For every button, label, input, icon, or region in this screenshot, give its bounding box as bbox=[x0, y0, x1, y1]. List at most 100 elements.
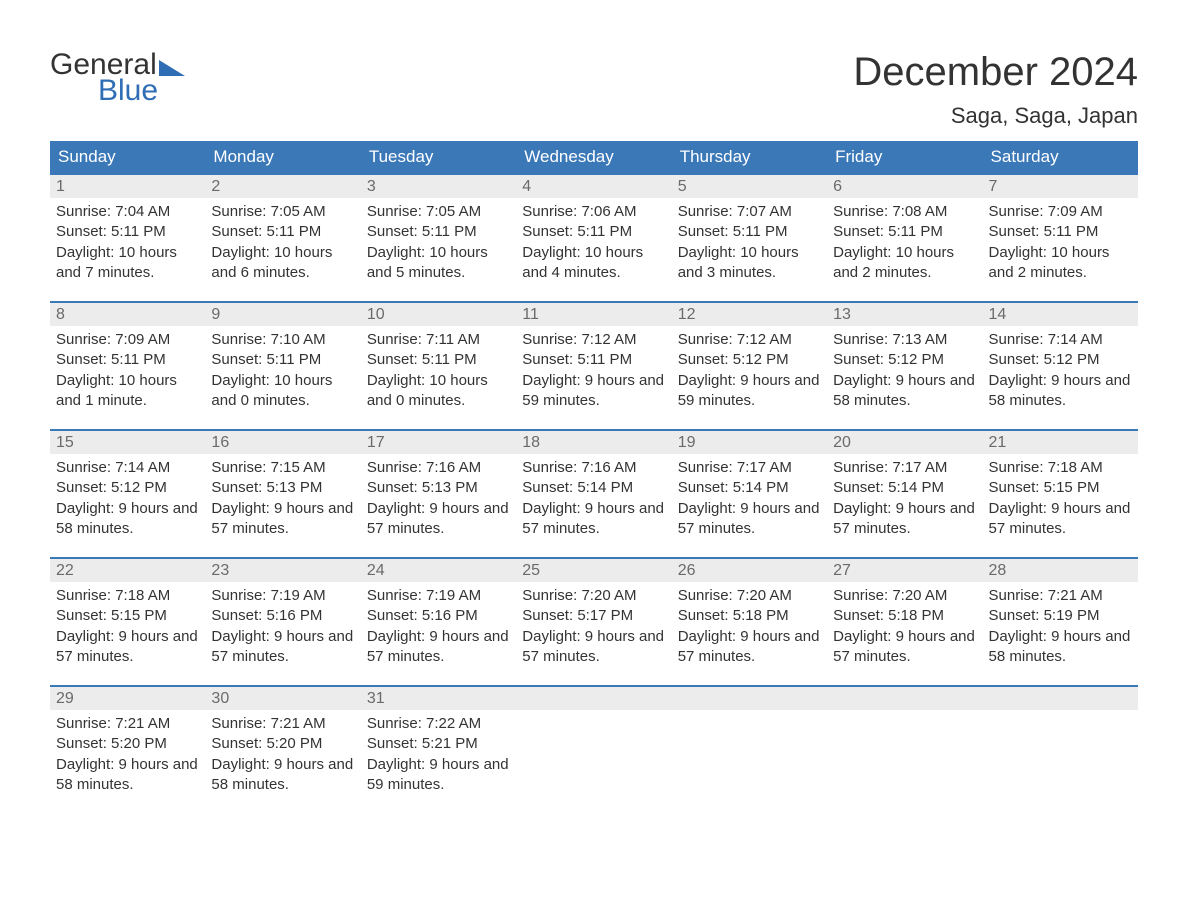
calendar-cell: 24Sunrise: 7:19 AMSunset: 5:16 PMDayligh… bbox=[361, 557, 516, 685]
day-details: Sunrise: 7:19 AMSunset: 5:16 PMDaylight:… bbox=[205, 582, 360, 675]
sunset-line: Sunset: 5:11 PM bbox=[522, 350, 665, 370]
calendar-cell: 9 Sunrise: 7:10 AMSunset: 5:11 PMDaylight… bbox=[205, 301, 360, 429]
calendar-cell: 2Sunrise: 7:05 AMSunset: 5:11 PMDaylight… bbox=[205, 173, 360, 301]
sunset-line: Sunset: 5:12 PM bbox=[678, 350, 821, 370]
daylight-line: Daylight: 10 hours and 1 minute. bbox=[56, 371, 199, 412]
daylight-line: Daylight: 9 hours and 57 minutes. bbox=[367, 499, 510, 540]
sunset-line: Sunset: 5:14 PM bbox=[678, 478, 821, 498]
day-number: 17 bbox=[361, 431, 516, 454]
day-details: Sunrise: 7:21 AMSunset: 5:20 PMDaylight:… bbox=[50, 710, 205, 803]
sunset-line: Sunset: 5:19 PM bbox=[989, 606, 1132, 626]
daylight-line: Daylight: 9 hours and 57 minutes. bbox=[989, 499, 1132, 540]
daylight-line: Daylight: 9 hours and 57 minutes. bbox=[833, 499, 976, 540]
sunset-line: Sunset: 5:17 PM bbox=[522, 606, 665, 626]
day-details: Sunrise: 7:13 AMSunset: 5:12 PMDaylight:… bbox=[827, 326, 982, 419]
day-number bbox=[516, 687, 671, 710]
day-details: Sunrise: 7:11 AMSunset: 5:11 PMDaylight:… bbox=[361, 326, 516, 419]
daylight-line: Daylight: 10 hours and 0 minutes. bbox=[211, 371, 354, 412]
day-number: 25 bbox=[516, 559, 671, 582]
calendar-cell: 28Sunrise: 7:21 AMSunset: 5:19 PMDayligh… bbox=[983, 557, 1138, 685]
daylight-line: Daylight: 9 hours and 57 minutes. bbox=[211, 499, 354, 540]
daylight-line: Daylight: 10 hours and 7 minutes. bbox=[56, 243, 199, 284]
calendar-page: General Blue December 2024 Saga, Saga, J… bbox=[0, 0, 1188, 863]
day-number: 13 bbox=[827, 303, 982, 326]
sunset-line: Sunset: 5:11 PM bbox=[678, 222, 821, 242]
sunset-line: Sunset: 5:14 PM bbox=[833, 478, 976, 498]
day-details: Sunrise: 7:08 AMSunset: 5:11 PMDaylight:… bbox=[827, 198, 982, 291]
sunset-line: Sunset: 5:14 PM bbox=[522, 478, 665, 498]
sunset-line: Sunset: 5:12 PM bbox=[989, 350, 1132, 370]
sunrise-line: Sunrise: 7:13 AM bbox=[833, 330, 976, 350]
sunset-line: Sunset: 5:16 PM bbox=[211, 606, 354, 626]
brand-word-2: Blue bbox=[98, 76, 185, 106]
sunrise-line: Sunrise: 7:22 AM bbox=[367, 714, 510, 734]
calendar-cell bbox=[983, 685, 1138, 813]
day-number bbox=[672, 687, 827, 710]
daylight-line: Daylight: 9 hours and 57 minutes. bbox=[522, 499, 665, 540]
sunrise-line: Sunrise: 7:12 AM bbox=[522, 330, 665, 350]
sunrise-line: Sunrise: 7:21 AM bbox=[211, 714, 354, 734]
calendar-cell: 26Sunrise: 7:20 AMSunset: 5:18 PMDayligh… bbox=[672, 557, 827, 685]
sunrise-line: Sunrise: 7:09 AM bbox=[56, 330, 199, 350]
sunset-line: Sunset: 5:18 PM bbox=[678, 606, 821, 626]
sunrise-line: Sunrise: 7:21 AM bbox=[56, 714, 199, 734]
day-number: 22 bbox=[50, 559, 205, 582]
daylight-line: Daylight: 9 hours and 59 minutes. bbox=[522, 371, 665, 412]
daylight-line: Daylight: 10 hours and 6 minutes. bbox=[211, 243, 354, 284]
day-number: 2 bbox=[205, 175, 360, 198]
sunrise-line: Sunrise: 7:10 AM bbox=[211, 330, 354, 350]
calendar-cell: 30Sunrise: 7:21 AMSunset: 5:20 PMDayligh… bbox=[205, 685, 360, 813]
sunset-line: Sunset: 5:13 PM bbox=[211, 478, 354, 498]
weekday-header: Monday bbox=[205, 141, 360, 173]
sunset-line: Sunset: 5:15 PM bbox=[56, 606, 199, 626]
day-details: Sunrise: 7:17 AMSunset: 5:14 PMDaylight:… bbox=[827, 454, 982, 547]
sunrise-line: Sunrise: 7:19 AM bbox=[367, 586, 510, 606]
sunset-line: Sunset: 5:11 PM bbox=[211, 350, 354, 370]
day-details: Sunrise: 7:20 AMSunset: 5:18 PMDaylight:… bbox=[827, 582, 982, 675]
sunrise-line: Sunrise: 7:21 AM bbox=[989, 586, 1132, 606]
calendar-cell: 12Sunrise: 7:12 AMSunset: 5:12 PMDayligh… bbox=[672, 301, 827, 429]
daylight-line: Daylight: 9 hours and 58 minutes. bbox=[989, 627, 1132, 668]
sunrise-line: Sunrise: 7:14 AM bbox=[56, 458, 199, 478]
day-number: 23 bbox=[205, 559, 360, 582]
day-number: 9 bbox=[205, 303, 360, 326]
sunrise-line: Sunrise: 7:09 AM bbox=[989, 202, 1132, 222]
day-details: Sunrise: 7:18 AMSunset: 5:15 PMDaylight:… bbox=[50, 582, 205, 675]
calendar-cell: 16Sunrise: 7:15 AMSunset: 5:13 PMDayligh… bbox=[205, 429, 360, 557]
day-number: 7 bbox=[983, 175, 1138, 198]
daylight-line: Daylight: 9 hours and 57 minutes. bbox=[367, 627, 510, 668]
day-number: 10 bbox=[361, 303, 516, 326]
page-header: General Blue December 2024 Saga, Saga, J… bbox=[50, 50, 1138, 129]
daylight-line: Daylight: 9 hours and 57 minutes. bbox=[56, 627, 199, 668]
sunrise-line: Sunrise: 7:12 AM bbox=[678, 330, 821, 350]
weekday-header: Sunday bbox=[50, 141, 205, 173]
day-number: 30 bbox=[205, 687, 360, 710]
daylight-line: Daylight: 9 hours and 58 minutes. bbox=[56, 499, 199, 540]
weekday-header: Tuesday bbox=[361, 141, 516, 173]
sunrise-line: Sunrise: 7:07 AM bbox=[678, 202, 821, 222]
sunrise-line: Sunrise: 7:04 AM bbox=[56, 202, 199, 222]
day-number: 1 bbox=[50, 175, 205, 198]
calendar-cell: 11Sunrise: 7:12 AMSunset: 5:11 PMDayligh… bbox=[516, 301, 671, 429]
day-number: 4 bbox=[516, 175, 671, 198]
sunset-line: Sunset: 5:11 PM bbox=[367, 222, 510, 242]
title-block: December 2024 Saga, Saga, Japan bbox=[853, 50, 1138, 129]
daylight-line: Daylight: 9 hours and 58 minutes. bbox=[989, 371, 1132, 412]
daylight-line: Daylight: 10 hours and 5 minutes. bbox=[367, 243, 510, 284]
day-number: 24 bbox=[361, 559, 516, 582]
calendar-cell: 18Sunrise: 7:16 AMSunset: 5:14 PMDayligh… bbox=[516, 429, 671, 557]
day-details: Sunrise: 7:18 AMSunset: 5:15 PMDaylight:… bbox=[983, 454, 1138, 547]
sunrise-line: Sunrise: 7:16 AM bbox=[367, 458, 510, 478]
sunrise-line: Sunrise: 7:05 AM bbox=[211, 202, 354, 222]
weekday-header: Saturday bbox=[983, 141, 1138, 173]
day-number: 29 bbox=[50, 687, 205, 710]
daylight-line: Daylight: 10 hours and 2 minutes. bbox=[989, 243, 1132, 284]
calendar-cell: 8Sunrise: 7:09 AMSunset: 5:11 PMDaylight… bbox=[50, 301, 205, 429]
day-details: Sunrise: 7:15 AMSunset: 5:13 PMDaylight:… bbox=[205, 454, 360, 547]
calendar-cell: 1Sunrise: 7:04 AMSunset: 5:11 PMDaylight… bbox=[50, 173, 205, 301]
day-number: 21 bbox=[983, 431, 1138, 454]
calendar-cell: 23Sunrise: 7:19 AMSunset: 5:16 PMDayligh… bbox=[205, 557, 360, 685]
day-details: Sunrise: 7:04 AMSunset: 5:11 PMDaylight:… bbox=[50, 198, 205, 291]
day-details: Sunrise: 7:07 AMSunset: 5:11 PMDaylight:… bbox=[672, 198, 827, 291]
sunset-line: Sunset: 5:20 PM bbox=[56, 734, 199, 754]
